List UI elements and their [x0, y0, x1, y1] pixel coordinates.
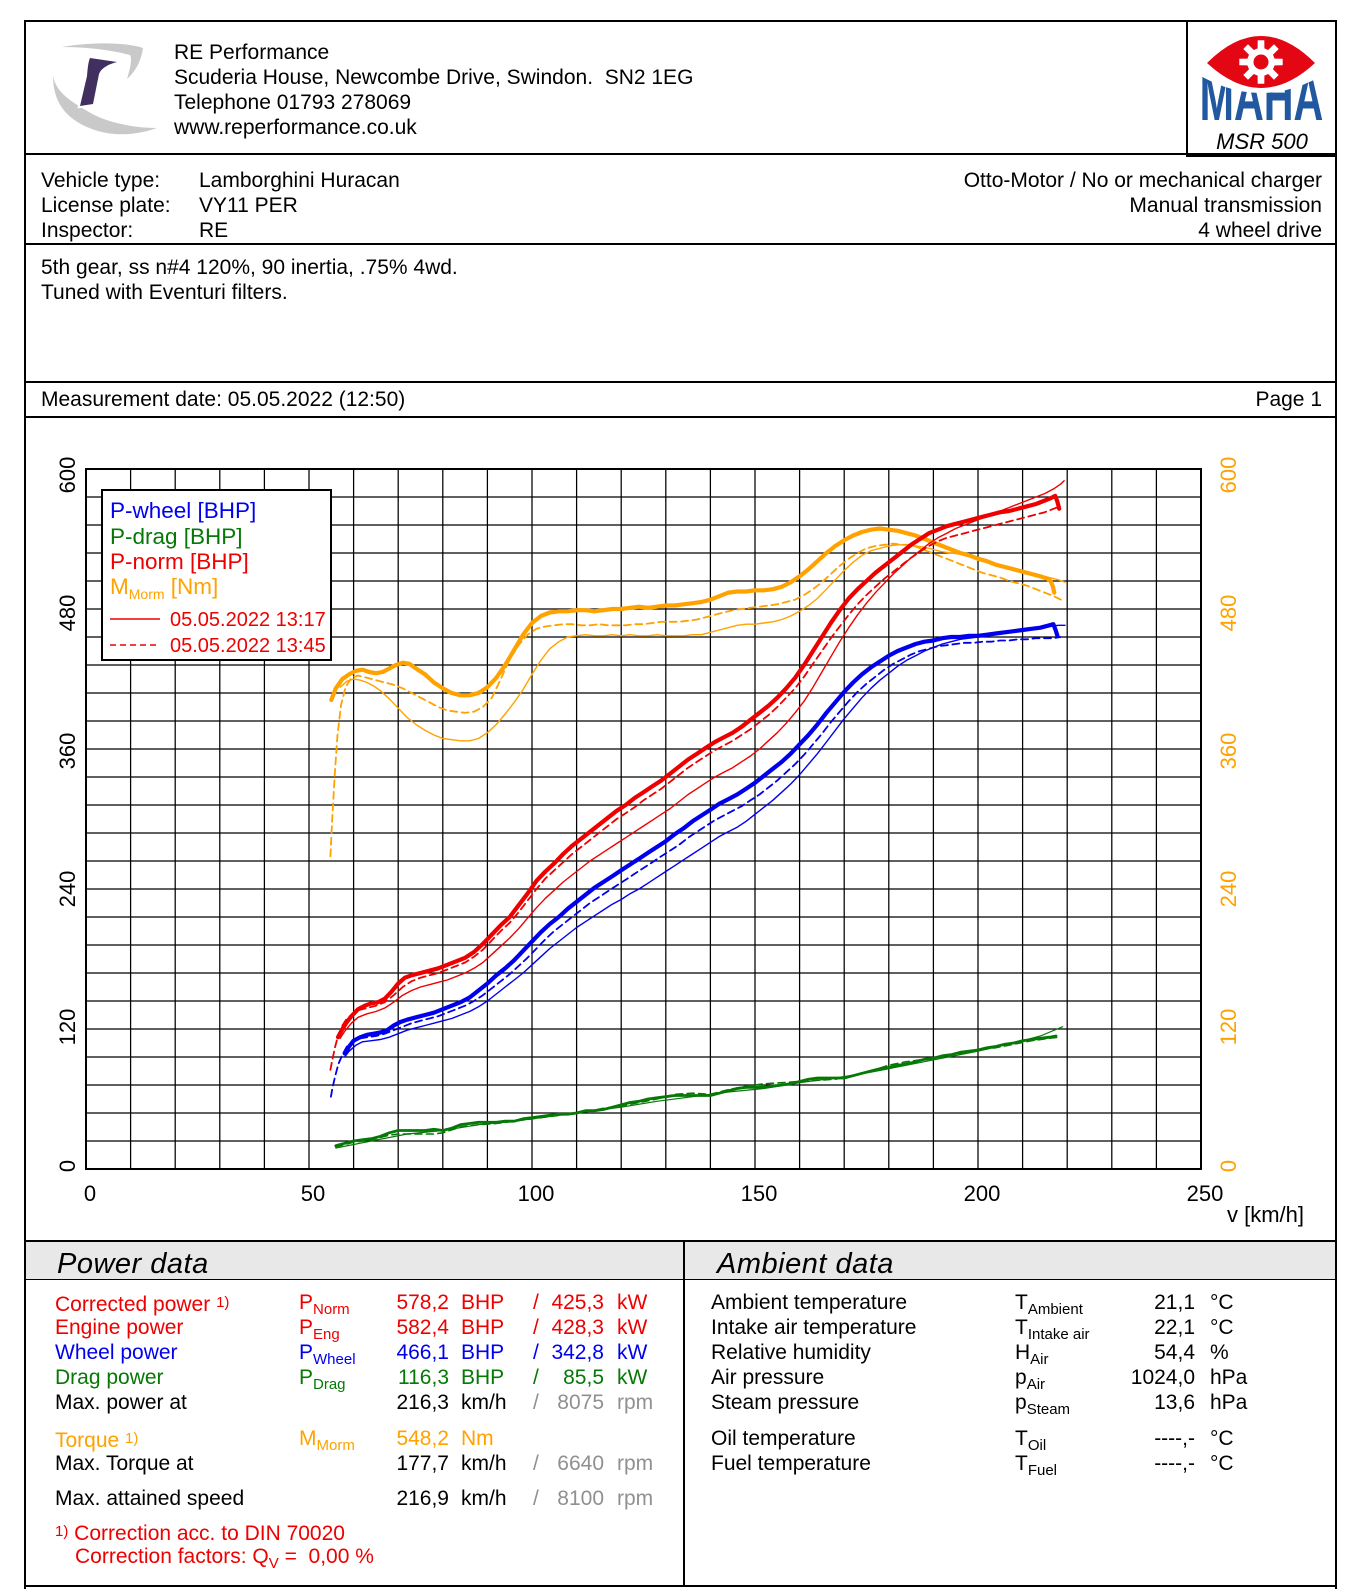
svg-text:250: 250 — [1187, 1181, 1224, 1206]
svg-text:P-wheel [BHP]: P-wheel [BHP] — [110, 498, 256, 523]
svg-text:240: 240 — [55, 871, 80, 908]
svg-text:120: 120 — [55, 1009, 80, 1046]
svg-text:150: 150 — [741, 1181, 778, 1206]
svg-text:0: 0 — [84, 1181, 96, 1206]
svg-text:0: 0 — [55, 1160, 80, 1172]
svg-text:05.05.2022 13:17: 05.05.2022 13:17 — [170, 609, 326, 631]
svg-text:v [km/h]: v [km/h] — [1227, 1202, 1304, 1227]
svg-text:240: 240 — [1216, 871, 1241, 908]
svg-text:MSR 500: MSR 500 — [1216, 129, 1308, 154]
svg-text:0: 0 — [1216, 1160, 1241, 1172]
svg-text:120: 120 — [1216, 1009, 1241, 1046]
svg-text:05.05.2022 13:45: 05.05.2022 13:45 — [170, 635, 326, 657]
svg-text:480: 480 — [1216, 595, 1241, 632]
svg-text:600: 600 — [55, 457, 80, 494]
svg-text:360: 360 — [55, 733, 80, 770]
svg-text:P-drag [BHP]: P-drag [BHP] — [110, 524, 243, 549]
svg-text:100: 100 — [518, 1181, 555, 1206]
svg-text:600: 600 — [1216, 457, 1241, 494]
svg-text:360: 360 — [1216, 733, 1241, 770]
svg-text:200: 200 — [964, 1181, 1001, 1206]
svg-text:P-norm [BHP]: P-norm [BHP] — [110, 549, 249, 574]
svg-text:50: 50 — [301, 1181, 325, 1206]
svg-text:480: 480 — [55, 595, 80, 632]
svg-text:MMorm [Nm]: MMorm [Nm] — [110, 574, 218, 602]
